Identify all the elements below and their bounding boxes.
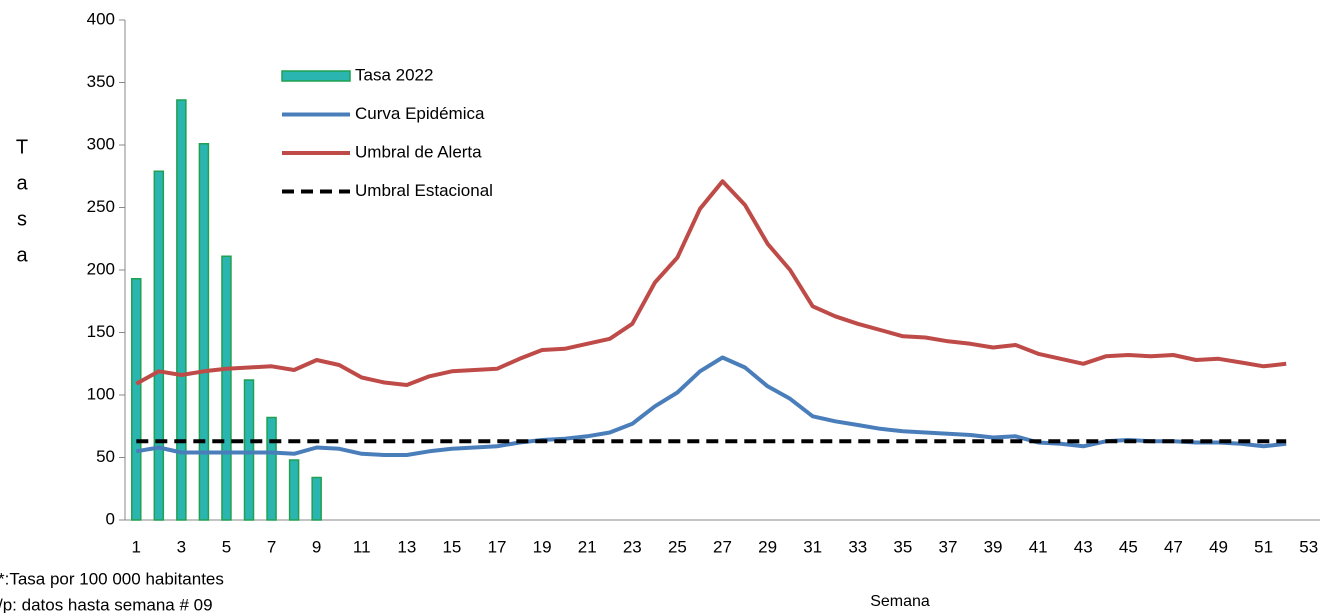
y-tick-label: 250 [87, 197, 115, 216]
x-tick-label: 19 [533, 537, 552, 556]
x-tick-label: 11 [353, 537, 371, 556]
bar [288, 459, 300, 521]
x-tick-label: 29 [758, 537, 777, 556]
y-tick-label: 400 [87, 9, 115, 28]
bar [266, 416, 277, 521]
y-tick-label: 350 [87, 72, 115, 91]
y-tick-label: 0 [106, 509, 115, 528]
bar [176, 99, 187, 521]
y-axis-label: s [17, 208, 27, 230]
x-tick-label: 7 [267, 537, 276, 556]
x-tick-label: 5 [222, 537, 231, 556]
x-tick-label: 37 [939, 537, 958, 556]
x-tick-label: 27 [713, 537, 732, 556]
legend-label: Umbral de Alerta [355, 142, 482, 161]
legend-label: Tasa 2022 [355, 65, 433, 84]
bar [311, 476, 322, 521]
x-tick-label: 43 [1074, 537, 1093, 556]
y-axis-label: a [16, 172, 28, 194]
x-tick-label: 9 [312, 537, 321, 556]
legend-label: Umbral Estacional [355, 181, 493, 200]
bar [221, 255, 232, 521]
line [135, 179, 1287, 387]
legend-label: Curva Epidémica [355, 104, 485, 123]
x-tick-label: 41 [1029, 537, 1048, 556]
line [135, 355, 1287, 457]
x-tick-label: 31 [803, 537, 822, 556]
footnote: /p: datos hasta semana # 09 [0, 595, 213, 613]
x-tick-label: 15 [442, 537, 461, 556]
bar [153, 170, 165, 521]
y-tick-label: 150 [87, 322, 115, 341]
y-tick-label: 50 [96, 447, 115, 466]
x-tick-label: 47 [1164, 537, 1183, 556]
x-axis-label: Semana [870, 593, 930, 610]
bar [243, 379, 255, 521]
x-tick-label: 23 [623, 537, 642, 556]
x-tick-label: 13 [397, 537, 416, 556]
x-tick-label: 33 [848, 537, 867, 556]
y-tick-label: 300 [87, 134, 115, 153]
x-tick-label: 51 [1254, 537, 1273, 556]
y-axis-label: T [16, 136, 28, 158]
bar [131, 278, 142, 521]
x-tick-label: 35 [893, 537, 912, 556]
x-tick-label: 1 [132, 537, 141, 556]
legend-swatch [281, 70, 351, 82]
y-tick-label: 200 [87, 259, 115, 278]
x-tick-label: 45 [1119, 537, 1138, 556]
x-tick-label: 39 [984, 537, 1003, 556]
bar [198, 143, 210, 521]
x-tick-label: 21 [578, 537, 597, 556]
x-tick-label: 53 [1299, 537, 1318, 556]
x-tick-label: 25 [668, 537, 687, 556]
x-tick-label: 17 [488, 537, 507, 556]
footnote: *:Tasa por 100 000 habitantes [0, 569, 224, 588]
x-tick-label: 3 [177, 537, 186, 556]
y-tick-label: 100 [87, 384, 115, 403]
y-axis-label: a [16, 244, 28, 266]
x-tick-label: 49 [1209, 537, 1228, 556]
